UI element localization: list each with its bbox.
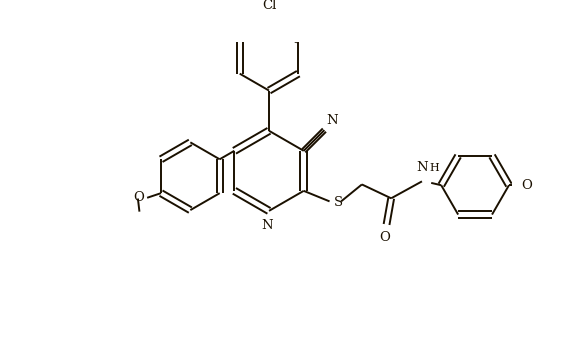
Text: Cl: Cl [262,0,276,12]
Text: O: O [133,191,144,204]
Text: N: N [327,114,339,127]
Text: H: H [430,163,439,173]
Text: N: N [416,162,428,175]
Text: N: N [262,219,273,232]
Text: O: O [522,179,532,192]
Text: S: S [333,196,343,209]
Text: O: O [380,231,390,244]
